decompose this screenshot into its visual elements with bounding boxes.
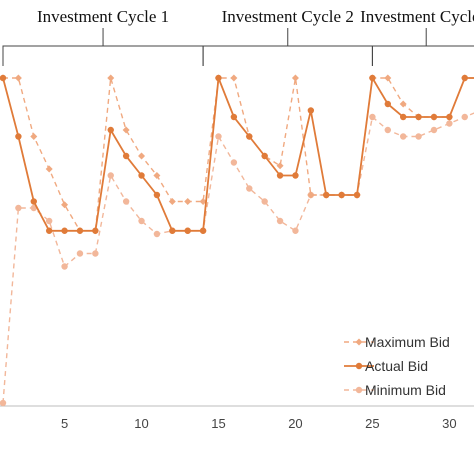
actual-bid-point-17 — [246, 133, 253, 140]
actual-bid-point-4 — [45, 227, 53, 234]
maximum-bid-point-3 — [30, 133, 38, 140]
cycle-label-1: Investment Cycle 1 — [37, 7, 169, 26]
minimum-bid-point-16 — [230, 159, 238, 166]
x-tick-label-15: 15 — [211, 416, 225, 431]
series-actual-bid — [0, 74, 474, 234]
actual-bid-point-27 — [399, 113, 407, 121]
minimum-bid-point-28 — [415, 133, 422, 140]
x-tick-label-25: 25 — [365, 416, 379, 431]
minimum-bid-point-18 — [261, 198, 268, 205]
maximum-bid-point-14 — [199, 198, 207, 205]
x-tick-label-5: 5 — [61, 416, 68, 431]
maximum-bid-point-27 — [399, 100, 407, 108]
minimum-bid-point-25 — [369, 113, 376, 121]
maximum-bid-point-16 — [230, 74, 238, 82]
minimum-bid-point-19 — [276, 217, 284, 225]
minimum-bid-point-30 — [446, 120, 453, 127]
cycle-label-2: Investment Cycle 2 — [222, 7, 354, 26]
maximum-bid-point-20 — [291, 74, 299, 82]
actual-bid-point-14 — [199, 227, 207, 234]
maximum-bid-point-5 — [61, 201, 69, 209]
actual-bid-point-18 — [261, 152, 268, 160]
actual-bid-point-7 — [92, 227, 99, 234]
actual-bid-point-28 — [415, 113, 422, 121]
minimum-bid-point-17 — [246, 185, 253, 192]
legend-label-actual-bid: Actual Bid — [365, 358, 428, 374]
actual-bid-point-23 — [338, 191, 345, 199]
minimum-bid-point-20 — [292, 227, 299, 234]
cycle-label-3: Investment Cycle 3 — [360, 7, 474, 26]
x-tick-label-30: 30 — [442, 416, 456, 431]
actual-bid-point-6 — [76, 227, 84, 234]
actual-bid-point-20 — [292, 172, 299, 179]
legend-marker-minimum-bid — [355, 386, 363, 394]
maximum-bid-point-10 — [138, 152, 146, 160]
legend: Maximum Bid Actual Bid Minimum Bid — [344, 334, 450, 398]
maximum-bid-point-12 — [168, 198, 176, 205]
x-tick-label-20: 20 — [288, 416, 302, 431]
minimum-bid-point-2 — [15, 204, 22, 212]
actual-bid-point-30 — [446, 113, 453, 121]
actual-bid-point-21 — [307, 107, 315, 114]
maximum-bid-point-11 — [153, 172, 161, 179]
cycle-bracket-2 — [202, 45, 373, 66]
minimum-bid-point-4 — [45, 217, 53, 225]
minimum-bid-point-1 — [0, 399, 7, 407]
actual-bid-point-22 — [323, 191, 330, 199]
maximum-bid-point-19 — [276, 162, 284, 170]
actual-bid-point-31 — [461, 74, 468, 82]
actual-bid-point-1 — [0, 74, 7, 82]
actual-bid-point-29 — [430, 113, 438, 121]
minimum-bid-point-27 — [399, 133, 407, 140]
legend-label-minimum-bid: Minimum Bid — [365, 382, 446, 398]
maximum-bid-point-8 — [107, 74, 115, 82]
actual-bid-point-13 — [184, 227, 191, 234]
maximum-bid-point-2 — [14, 74, 22, 82]
minimum-bid-point-5 — [61, 263, 68, 270]
actual-bid-point-19 — [276, 172, 284, 179]
actual-bid-point-25 — [369, 74, 376, 82]
minimum-bid-point-10 — [138, 217, 145, 225]
actual-bid-point-9 — [122, 152, 130, 160]
cycle-bracket-3 — [371, 45, 474, 66]
legend-marker-maximum-bid — [355, 338, 363, 346]
maximum-bid-point-21 — [307, 191, 315, 199]
legend-marker-actual-bid — [355, 362, 363, 370]
actual-bid-point-5 — [61, 227, 68, 234]
minimum-bid-point-31 — [461, 113, 468, 121]
maximum-bid-point-26 — [384, 74, 392, 82]
actual-bid-point-12 — [169, 227, 176, 234]
minimum-bid-point-9 — [122, 198, 130, 205]
minimum-bid-point-29 — [430, 126, 438, 134]
maximum-bid-point-9 — [122, 126, 130, 134]
minimum-bid-point-11 — [153, 230, 161, 238]
actual-bid-point-3 — [30, 198, 37, 205]
actual-bid-point-8 — [107, 126, 114, 134]
maximum-bid-point-13 — [184, 198, 192, 205]
legend-label-maximum-bid: Maximum Bid — [365, 334, 450, 350]
maximum-bid-point-4 — [45, 165, 53, 173]
actual-bid-point-26 — [384, 100, 392, 108]
actual-bid-point-15 — [215, 74, 222, 82]
minimum-bid-point-6 — [76, 250, 84, 257]
actual-bid-point-16 — [230, 113, 238, 121]
minimum-bid-point-8 — [107, 172, 114, 179]
actual-bid-point-24 — [353, 191, 361, 199]
minimum-bid-point-15 — [215, 133, 222, 140]
series-maximum-bid — [0, 74, 474, 235]
cycle-bracket-1 — [2, 45, 204, 66]
actual-bid-point-11 — [153, 191, 161, 199]
actual-bid-point-10 — [138, 172, 145, 179]
x-tick-label-10: 10 — [134, 416, 148, 431]
minimum-bid-point-7 — [92, 250, 99, 257]
actual-bid-point-2 — [15, 133, 22, 140]
minimum-bid-point-26 — [384, 126, 392, 134]
